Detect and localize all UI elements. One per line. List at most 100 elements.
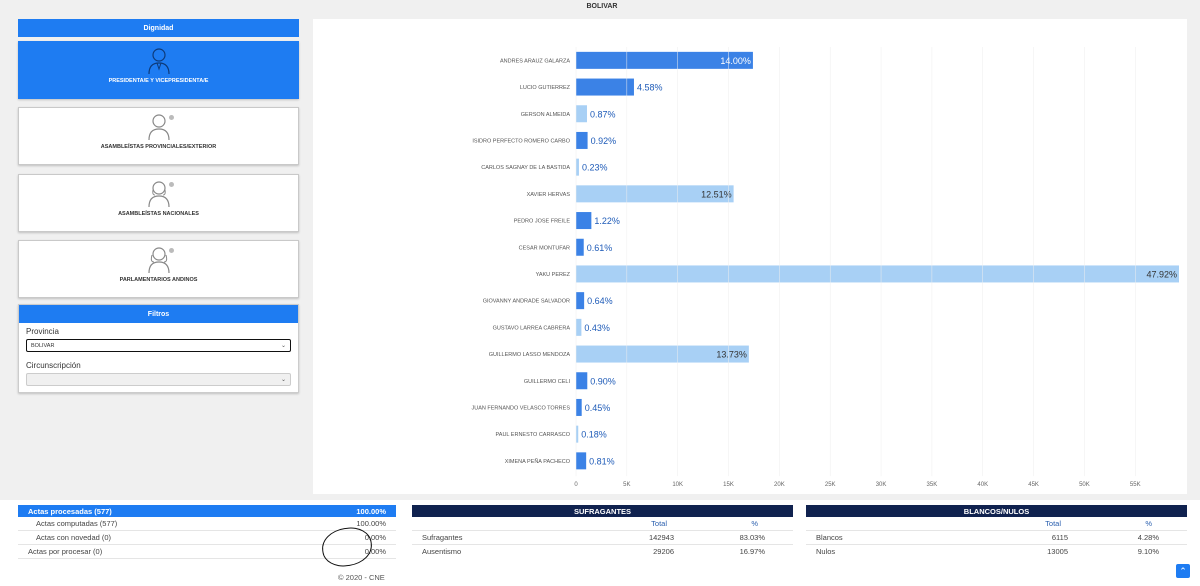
- status-dot: [169, 182, 174, 187]
- bar: [576, 318, 582, 336]
- data-label: 0.45%: [585, 403, 611, 413]
- category-label: GIOVANNY ANDRADE SALVADOR: [483, 299, 570, 305]
- filtros-panel: Filtros Provincia BOLIVAR ⌄ Circunscripc…: [18, 304, 299, 393]
- actas-header-label: Actas procesadas (577): [28, 506, 112, 516]
- card-presidente[interactable]: PRESIDENTA/E Y VICEPRESIDENTA/E: [18, 41, 299, 99]
- bar: [576, 372, 588, 390]
- category-label: XIMENA PEÑA PACHECO: [505, 458, 571, 465]
- blancos-columns: Total %: [806, 517, 1187, 530]
- bar: [576, 292, 585, 310]
- blancos-header: BLANCOS/NULOS: [806, 505, 1187, 517]
- row-label: Blancos: [816, 533, 843, 542]
- card-parlamentarios-andinos[interactable]: PARLAMENTARIOS ANDINOS: [18, 240, 299, 298]
- tick-label: 5K: [623, 482, 630, 488]
- actas-row-label: Actas por procesar (0): [28, 547, 103, 556]
- bar: [576, 238, 584, 256]
- tick-label: 15K: [723, 482, 734, 488]
- sufragantes-table: SUFRAGANTES Total % Sufragantes 142943 8…: [412, 505, 793, 558]
- provincia-label: Provincia: [26, 327, 59, 336]
- col-pct: %: [751, 519, 758, 528]
- card-label: ASAMBLEÍSTAS NACIONALES: [118, 211, 199, 217]
- tick-label: 50K: [1079, 482, 1090, 488]
- bar: [576, 452, 587, 470]
- status-dot: [169, 248, 174, 253]
- data-label: 0.43%: [584, 323, 610, 333]
- category-label: ANDRES ARAUZ GALARZA: [500, 58, 570, 64]
- row-label: Nulos: [816, 547, 836, 556]
- bar: [576, 105, 587, 123]
- category-label: PEDRO JOSE FREILE: [514, 219, 571, 225]
- bar: [576, 78, 634, 96]
- footer: © 2020 - CNE: [338, 573, 385, 582]
- card-label: ASAMBLEÍSTAS PROVINCIALES/EXTERIOR: [100, 144, 217, 150]
- actas-header: Actas procesadas (577) 100.00%: [18, 505, 396, 517]
- card-asambleistas-nacionales[interactable]: ASAMBLEÍSTAS NACIONALES: [18, 174, 299, 232]
- tick-label: 55K: [1130, 482, 1141, 488]
- scroll-to-top-button[interactable]: ⌃: [1176, 564, 1190, 578]
- page-title: BOLIVAR: [586, 3, 618, 10]
- category-label: PAUL ERNESTO CARRASCO: [496, 432, 571, 438]
- row-total: 6115: [1051, 533, 1068, 542]
- data-label: 0.92%: [591, 136, 617, 146]
- data-label: 0.64%: [587, 296, 613, 306]
- category-label: YAKU PEREZ: [536, 272, 571, 278]
- data-label: 0.81%: [589, 456, 615, 466]
- data-label: 0.18%: [581, 430, 607, 440]
- card-label: PRESIDENTA/E Y VICEPRESIDENTA/E: [108, 78, 209, 84]
- provincia-value: BOLIVAR: [31, 342, 55, 349]
- bar: [576, 131, 588, 149]
- card-asambleistas-provinciales[interactable]: ASAMBLEÍSTAS PROVINCIALES/EXTERIOR: [18, 107, 299, 165]
- circunscripcion-select[interactable]: ⌄: [26, 373, 291, 386]
- category-label: CARLOS SAGNAY DE LA BASTIDA: [481, 165, 570, 171]
- actas-row: Actas computadas (577) 100.00%: [18, 517, 396, 531]
- dignidad-header: Dignidad: [18, 19, 299, 37]
- category-label: CESAR MONTUFAR: [519, 245, 570, 251]
- table-row: Sufragantes 142943 83.03%: [412, 530, 793, 544]
- table-row: Nulos 13005 9.10%: [806, 544, 1187, 558]
- card-label: PARLAMENTARIOS ANDINOS: [119, 277, 198, 283]
- person-icon: [147, 48, 170, 75]
- filtros-header: Filtros: [19, 305, 298, 323]
- provincia-select[interactable]: BOLIVAR ⌄: [26, 339, 291, 352]
- person-icon: [147, 114, 170, 141]
- bar: [576, 398, 582, 416]
- row-pct: 83.03%: [739, 533, 765, 542]
- category-label: GUILLERMO LASSO MENDOZA: [489, 352, 571, 358]
- table-row: Ausentismo 29206 16.97%: [412, 544, 793, 558]
- chevron-down-icon: ⌄: [280, 343, 286, 349]
- bar: [576, 185, 734, 203]
- data-label: 0.61%: [587, 243, 613, 253]
- actas-row-value: 0.00%: [364, 533, 386, 542]
- person-female-icon: [147, 247, 170, 274]
- category-label: XAVIER HERVAS: [527, 192, 571, 198]
- tick-label: 0: [574, 482, 578, 488]
- sufragantes-header: SUFRAGANTES: [412, 505, 793, 517]
- col-total: Total: [651, 519, 667, 528]
- tick-label: 25K: [825, 482, 836, 488]
- sufragantes-columns: Total %: [412, 517, 793, 530]
- row-label: Ausentismo: [422, 547, 462, 556]
- data-label: 0.90%: [590, 376, 616, 386]
- bar: [576, 265, 1179, 283]
- chevron-down-icon: ⌄: [280, 377, 286, 383]
- tick-label: 30K: [876, 482, 887, 488]
- category-label: JUAN FERNANDO VELASCO TORRES: [471, 405, 570, 411]
- actas-header-value: 100.00%: [356, 506, 386, 516]
- data-label: 14.00%: [720, 56, 751, 66]
- bar: [576, 51, 753, 69]
- tick-label: 45K: [1028, 482, 1039, 488]
- tick-label: 35K: [927, 482, 938, 488]
- actas-row-value: 100.00%: [356, 519, 386, 528]
- data-label: 4.58%: [637, 83, 663, 93]
- row-pct: 9.10%: [1137, 547, 1159, 556]
- category-label: GUILLERMO CELI: [524, 379, 571, 385]
- data-label: 0.23%: [582, 163, 608, 173]
- row-total: 142943: [648, 533, 674, 542]
- data-label: 0.87%: [590, 109, 616, 119]
- tick-label: 20K: [774, 482, 785, 488]
- blancos-nulos-table: BLANCOS/NULOS Total % Blancos 6115 4.28%…: [806, 505, 1187, 558]
- row-pct: 4.28%: [1137, 533, 1159, 542]
- data-label: 12.51%: [701, 189, 732, 199]
- person-female-icon: [147, 181, 170, 208]
- actas-row-label: Actas con novedad (0): [36, 533, 112, 542]
